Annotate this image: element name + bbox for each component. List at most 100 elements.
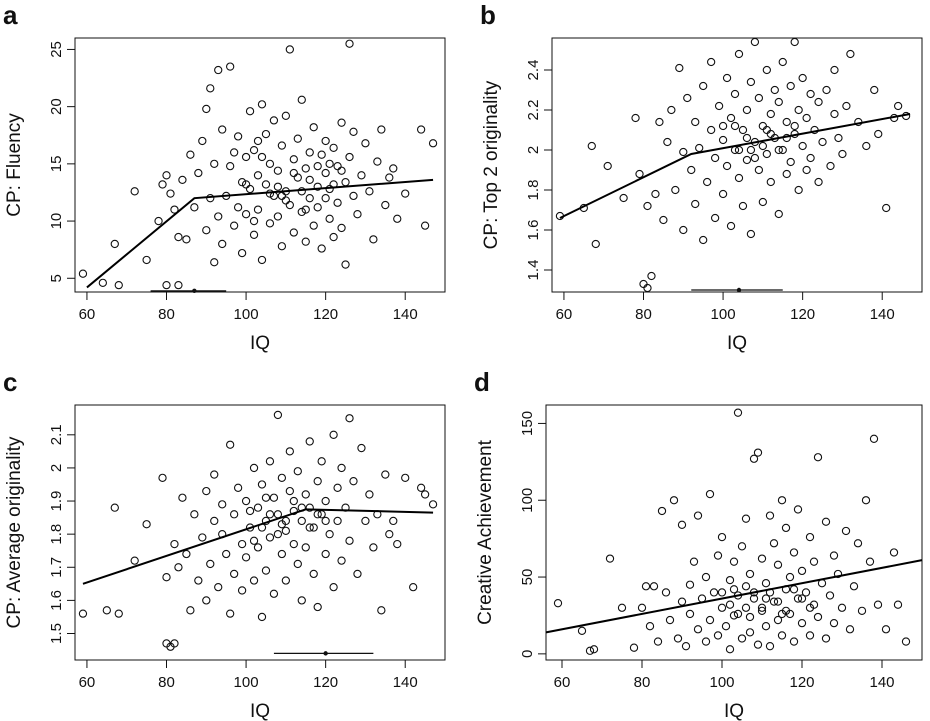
- scatter-point: [321, 516, 330, 526]
- scatter-point: [651, 189, 660, 199]
- x-tick-label: 80: [635, 306, 652, 323]
- scatter-point: [214, 582, 223, 592]
- scatter-point: [214, 212, 223, 221]
- scatter-point: [587, 141, 596, 151]
- scatter-point: [210, 258, 219, 267]
- scatter-point: [870, 85, 879, 95]
- scatter-point: [737, 542, 747, 551]
- scatter-point: [577, 626, 587, 635]
- y-axis-label: Creative Achievement: [475, 439, 496, 625]
- scatter-point: [753, 448, 763, 457]
- scatter-point: [297, 596, 306, 605]
- scatter-point: [293, 467, 302, 476]
- scatter-point: [861, 496, 871, 505]
- scatter-point: [321, 496, 330, 506]
- y-tick-label: 1.4: [525, 260, 542, 281]
- scatter-point: [289, 539, 298, 549]
- y-tick-label: 20: [48, 98, 65, 115]
- scatter-point: [669, 496, 679, 505]
- scatter-point: [746, 145, 756, 155]
- scatter-point: [325, 159, 334, 169]
- scatter-point: [297, 95, 306, 104]
- scatter-point: [830, 109, 839, 119]
- scatter-point: [305, 523, 314, 532]
- scatter-point: [317, 150, 326, 159]
- scatter-point: [325, 214, 334, 223]
- scatter-point: [361, 139, 370, 148]
- x-axis-label: IQ: [727, 333, 747, 354]
- scatter-point: [409, 582, 418, 592]
- x-tick-label: 60: [79, 674, 96, 691]
- scatter-point: [745, 612, 755, 622]
- scatter-point: [781, 523, 791, 533]
- scatter-point: [889, 548, 899, 557]
- scatter-point: [233, 483, 243, 492]
- scatter-point: [293, 134, 302, 143]
- breakpoint-estimate: [323, 651, 328, 656]
- scatter-point: [194, 576, 203, 585]
- scatter-point: [202, 104, 211, 114]
- y-tick-label: 150: [519, 411, 536, 436]
- scatter-point: [865, 557, 875, 566]
- scatter-point: [218, 239, 227, 249]
- panel-a: a 60 80 100 120 140 5 10 15 20 25 IQ CP: Fluency: [3, 0, 446, 354]
- x-tick-label: 80: [634, 674, 651, 691]
- scatter-point: [643, 201, 652, 211]
- scatter-point: [337, 166, 346, 175]
- scatter-point: [190, 203, 199, 212]
- scatter-point: [718, 189, 728, 199]
- scatter-point: [773, 560, 783, 569]
- scatter-point: [110, 503, 119, 512]
- scatter-point: [765, 642, 775, 651]
- scatter-point: [725, 600, 735, 609]
- scatter-point: [178, 493, 187, 502]
- scatter-point: [842, 101, 851, 111]
- scatter-point: [645, 622, 655, 631]
- x-tick-label: 120: [789, 674, 814, 691]
- scatter-point: [245, 107, 255, 116]
- scatter-point: [893, 101, 903, 111]
- scatter-point: [685, 580, 695, 589]
- panel-d: d 60 80 100 120 140 0 50 100 150 IQ Creative Achiev…: [474, 367, 923, 721]
- scatter-point: [337, 556, 346, 565]
- scatter-point: [428, 500, 438, 509]
- scatter-point: [729, 585, 739, 594]
- scatter-point: [273, 182, 283, 191]
- scatter-point: [681, 642, 691, 651]
- scatter-point: [773, 597, 783, 606]
- y-tick-label: 1.9: [48, 491, 65, 512]
- scatter-point: [241, 496, 251, 506]
- scatter-point: [761, 579, 771, 588]
- scatter-point: [822, 85, 831, 95]
- panel-c: c 60 80 100 120 140 1.5 1.6 1.7 1.8 1.9 2 2.1 IQ CP: A…: [3, 367, 446, 721]
- scatter-point: [281, 111, 291, 120]
- x-axis-label: IQ: [724, 701, 744, 721]
- scatter-point: [222, 549, 231, 559]
- scatter-point: [773, 615, 783, 625]
- x-tick-label: 120: [313, 674, 338, 691]
- scatter-point: [130, 556, 139, 565]
- scatter-point: [249, 463, 259, 473]
- scatter-point: [226, 609, 235, 618]
- scatter-point: [289, 496, 298, 506]
- scatter-point: [142, 520, 151, 529]
- scatter-point: [349, 127, 358, 136]
- scatter-point: [741, 603, 751, 612]
- scatter-point: [253, 503, 263, 512]
- scatter-point: [757, 554, 767, 563]
- scatter-point: [206, 194, 215, 203]
- scatter-point: [289, 155, 298, 164]
- scatter-point: [777, 631, 787, 640]
- scatter-point: [617, 603, 627, 612]
- scatter-point: [802, 165, 811, 175]
- scatter-point: [170, 639, 179, 648]
- scatter-point: [793, 505, 803, 514]
- scatter-point: [297, 207, 306, 217]
- scatter-point: [722, 73, 732, 83]
- scatter-point: [241, 210, 251, 219]
- scatter-point: [277, 141, 287, 150]
- scatter-point: [730, 89, 740, 99]
- scatter-point: [821, 634, 831, 643]
- x-tick-label: 140: [393, 306, 418, 323]
